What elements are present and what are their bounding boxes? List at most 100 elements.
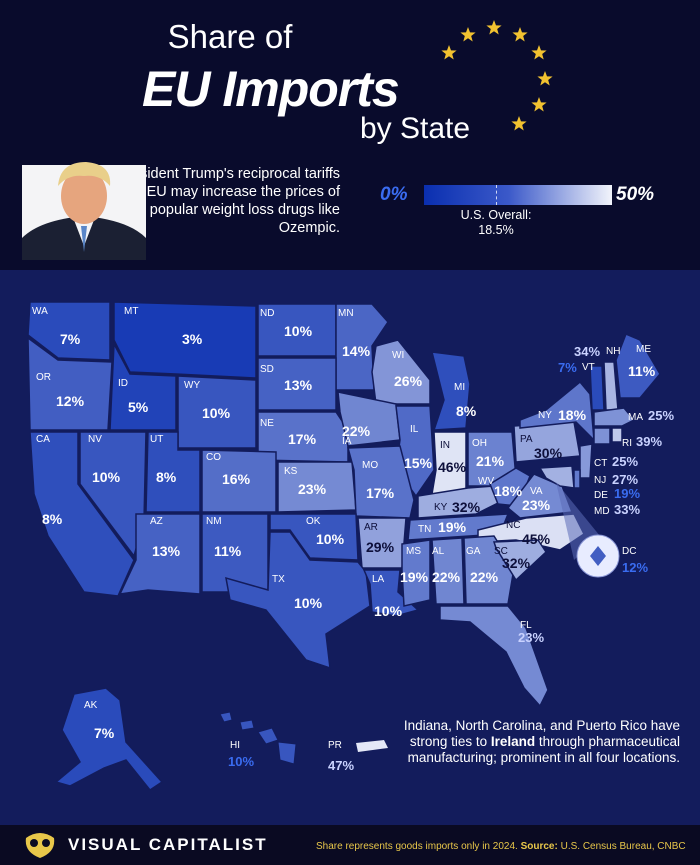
state-abbr-label: NE [260,418,274,429]
source-note: Share represents goods imports only in 2… [316,841,686,852]
state-ut [145,431,201,513]
legend-max-label: 50% [616,184,655,205]
state-value-label: 8% [156,469,177,485]
state-abbr-label: WV [478,476,494,487]
legend-overall-value: 18.5% [478,223,514,237]
state-abbr-label: MI [454,382,465,393]
state-abbr-label: CT [594,458,607,469]
state-mo [347,445,415,519]
state-abbr-label: OH [472,438,487,449]
state-abbr-label: ND [260,308,274,319]
state-nh [603,361,619,411]
footer [0,825,700,865]
state-value-label: 34% [574,344,600,359]
state-labels: WA 7% MT 3% ND 10% MN 14% OR 12% ID5% WY 10% SD 13% WI 2… [32,306,674,773]
legend-gradient-bar [424,185,612,205]
state-abbr-label: NC [506,520,520,531]
state-value-label: 13% [284,377,313,393]
state-value-label: 22% [342,423,371,439]
state-sc [492,539,547,582]
state-ak [54,687,164,792]
state-ny [519,380,595,442]
brand-name: VISUAL CAPITALIST [68,835,268,854]
title-line-1: Share of [167,18,293,55]
state-value-label: 7% [60,331,81,347]
state-abbr-label: SC [494,546,508,557]
legend-min-label: 0% [380,184,408,205]
state-abbr-label: OK [306,516,321,527]
state-nj [579,443,593,479]
state-abbr-label: TN [418,524,431,535]
state-abbr-label: ME [636,344,651,355]
state-value-label: 17% [366,485,395,501]
state-co [201,449,277,513]
state-value-label: 47% [328,758,354,773]
state-value-label: 8% [42,511,63,527]
state-abbr-label: NH [606,346,620,357]
state-id [109,341,177,431]
state-abbr-label: IL [410,424,419,435]
state-pr [356,740,388,752]
state-abbr-label: AR [364,522,378,533]
eu-stars-icon [441,20,553,131]
legend-overall-tick [496,185,497,205]
state-abbr-label: PA [520,434,533,445]
state-de [573,469,581,489]
state-tx [225,531,371,670]
state-value-label: 33% [614,502,640,517]
state-abbr-label: KS [284,466,298,477]
state-value-label: 39% [636,434,662,449]
state-abbr-label: MS [406,546,421,557]
state-abbr-label: TX [272,574,285,585]
state-value-label: 15% [404,455,433,471]
state-wi [371,339,431,405]
state-abbr-label: NV [88,434,102,445]
state-abbr-label: WA [32,306,48,317]
state-value-label: 13% [152,543,181,559]
state-abbr-label: DC [622,546,636,557]
state-abbr-label: MT [124,306,138,317]
state-al [431,537,465,605]
state-abbr-label: SD [260,364,274,375]
state-abbr-label: MD [594,506,610,517]
state-value-label: 10% [316,531,345,547]
state-value-label: 19% [400,569,429,585]
state-az [118,513,201,595]
state-value-label: 23% [298,481,327,497]
state-ri [611,427,623,443]
state-value-label: 10% [294,595,323,611]
state-abbr-label: AL [432,546,445,557]
state-wy [177,375,257,449]
state-abbr-label: KY [434,502,448,513]
state-value-label: 19% [438,519,467,535]
state-or [27,336,113,431]
state-abbr-label: CO [206,452,221,463]
state-abbr-label: CA [36,434,50,445]
state-value-label: 25% [612,454,638,469]
state-abbr-label: IN [440,440,450,451]
state-value-label: 11% [628,363,656,379]
state-mi [431,351,471,431]
state-abbr-label: WI [392,350,404,361]
state-value-label: 7% [94,725,115,741]
state-value-label: 32% [452,499,481,515]
state-value-label: 12% [622,560,648,575]
state-value-label: 7% [558,360,577,375]
title-main: EU Imports [142,61,400,117]
state-hi [219,711,297,765]
territory-shapes [54,687,388,792]
state-abbr-label: UT [150,434,163,445]
state-value-label: 17% [288,431,317,447]
state-abbr-label: NJ [594,475,606,486]
northeast-shapes [538,333,661,489]
state-ca [29,431,135,597]
state-value-label: 18% [494,483,523,499]
state-abbr-label: OR [36,372,51,383]
state-abbr-label: VA [530,486,543,497]
state-value-label: 16% [222,471,251,487]
dc-callout [556,482,620,578]
state-abbr-label: FL [520,620,532,631]
state-mt [113,301,257,379]
legend-overall: U.S. Overall: 18.5% [446,208,546,238]
